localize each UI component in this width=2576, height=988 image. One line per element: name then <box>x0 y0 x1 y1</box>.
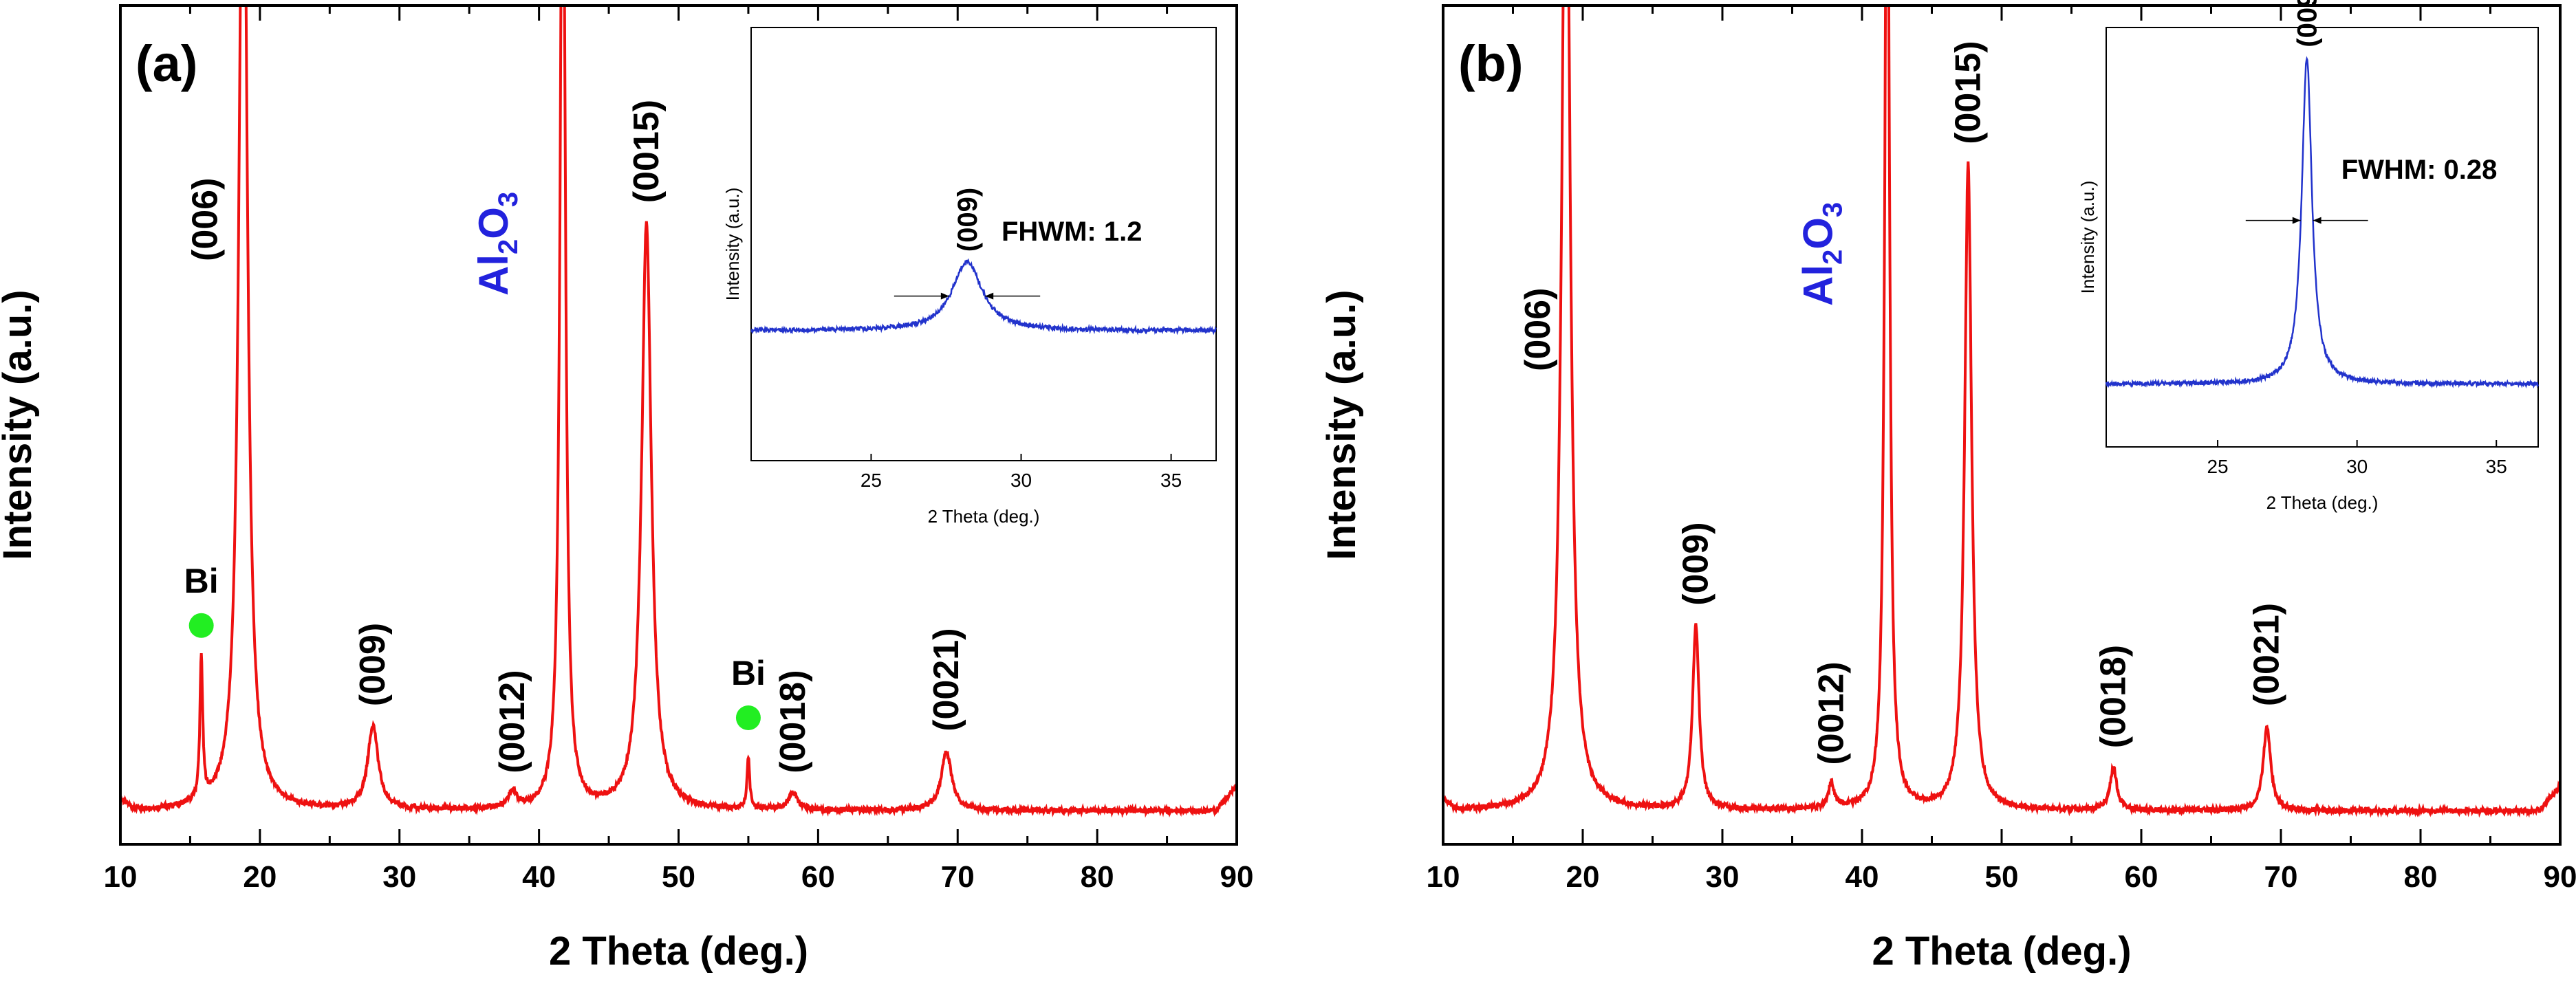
inset-y-title: Intensity (a.u.) <box>2077 181 2098 294</box>
peak-label: (006) <box>1518 288 1558 371</box>
inset-spectrum <box>2105 56 2540 389</box>
inset-x-tick-label: 30 <box>1010 470 1032 491</box>
al2o3-part: 2 <box>1818 250 1848 265</box>
x-tick-label: 60 <box>2125 860 2158 894</box>
x-tick-label: 90 <box>2544 860 2576 894</box>
x-tick-label: 70 <box>2264 860 2298 894</box>
fwhm-label: FWHM: 0.28 <box>2341 155 2498 185</box>
al2o3-part: O <box>1795 217 1841 250</box>
fwhm-arrowhead-right <box>2313 217 2321 224</box>
fwhm-arrowhead-left <box>940 292 949 300</box>
fwhm-label: FHWM: 1.2 <box>1002 217 1142 247</box>
bi-label: Bi <box>731 654 766 692</box>
x-tick-label: 30 <box>1706 860 1740 894</box>
inset: 25 30 35 2 Theta (deg.) Intensity (a.u.) (009… <box>2077 0 2540 513</box>
al2o3-part: 3 <box>493 192 523 207</box>
al2o3-label: Al2O3 <box>1795 202 1848 306</box>
peak-label: (0021) <box>927 628 966 731</box>
x-tick-label: 40 <box>1846 860 1879 894</box>
x-tick-label: 30 <box>382 860 416 894</box>
y-axis-title: Intensity (a.u.) <box>0 289 40 560</box>
inset-y-title: Intensity (a.u.) <box>722 188 743 301</box>
x-tick-label: 40 <box>522 860 556 894</box>
spectrum-line <box>120 6 1237 818</box>
x-tick-label: 20 <box>1566 860 1600 894</box>
al2o3-part: Al <box>1795 265 1841 306</box>
peak-label: (009) <box>1676 522 1715 605</box>
x-tick-label: 70 <box>941 860 975 894</box>
bi-label: Bi <box>184 562 219 600</box>
inset-x-tick-label: 35 <box>2486 456 2507 477</box>
inset-x-tick-label: 25 <box>861 470 882 491</box>
inset-peak-label: (009) <box>2293 0 2323 47</box>
panel-b: 10 20 30 40 50 60 70 80 90 2 Theta (deg.) Intensit… <box>1319 0 2576 974</box>
x-tick-label: 50 <box>1985 860 2019 894</box>
inset-x-title: 2 Theta (deg.) <box>2266 492 2379 513</box>
inset-peak-label: (009) <box>953 188 983 252</box>
inset: 25 30 35 2 Theta (deg.) Intensity (a.u.) (009… <box>722 27 1217 527</box>
peak-label: (0018) <box>773 670 813 773</box>
inset-x-tick-label: 25 <box>2207 456 2228 477</box>
fwhm-arrowhead-left <box>2292 217 2301 224</box>
fwhm-arrowhead-right <box>985 292 994 300</box>
x-tick-label: 60 <box>801 860 835 894</box>
peak-label: (0012) <box>493 670 532 773</box>
x-tick-label: 80 <box>2404 860 2438 894</box>
peak-label: (0012) <box>1811 661 1851 765</box>
panel-label: (a) <box>136 35 197 92</box>
inset-frame <box>2106 27 2539 448</box>
x-axis-title: 2 Theta (deg.) <box>549 929 808 974</box>
x-tick-label: 10 <box>1427 860 1460 894</box>
inset-x-tick-label: 35 <box>1160 470 1182 491</box>
x-tick-label: 80 <box>1081 860 1114 894</box>
peak-label: (0018) <box>2093 645 2133 748</box>
bi-marker-dot <box>188 613 214 638</box>
peak-label: (0015) <box>627 100 667 203</box>
inset-x-title: 2 Theta (deg.) <box>928 506 1040 527</box>
y-axis-title: Intensity (a.u.) <box>1319 289 1364 560</box>
peak-label: (006) <box>186 178 226 261</box>
al2o3-part: O <box>470 207 517 239</box>
peak-label: (009) <box>353 623 393 706</box>
al2o3-label: Al2O3 <box>470 192 523 296</box>
x-tick-label: 20 <box>243 860 277 894</box>
x-tick-label: 10 <box>104 860 138 894</box>
x-axis-title: 2 Theta (deg.) <box>1872 929 2131 974</box>
bi-marker-dot <box>735 705 761 730</box>
x-tick-label: 50 <box>662 860 695 894</box>
al2o3-part: 3 <box>1818 202 1848 217</box>
inset-frame <box>750 27 1217 461</box>
spectrum-line <box>1443 6 2560 818</box>
al2o3-part: Al <box>470 254 517 296</box>
inset-x-tick-label: 30 <box>2346 456 2368 477</box>
peak-label: (0015) <box>1948 41 1988 144</box>
panel-a: 10 20 30 40 50 60 70 80 90 2 Theta (deg.) Intensit… <box>0 4 1254 974</box>
inset-spectrum <box>750 258 1217 336</box>
al2o3-part: 2 <box>493 239 523 254</box>
peak-label: (0021) <box>2247 603 2287 706</box>
x-tick-label: 90 <box>1220 860 1254 894</box>
panel-label: (b) <box>1458 35 1524 92</box>
